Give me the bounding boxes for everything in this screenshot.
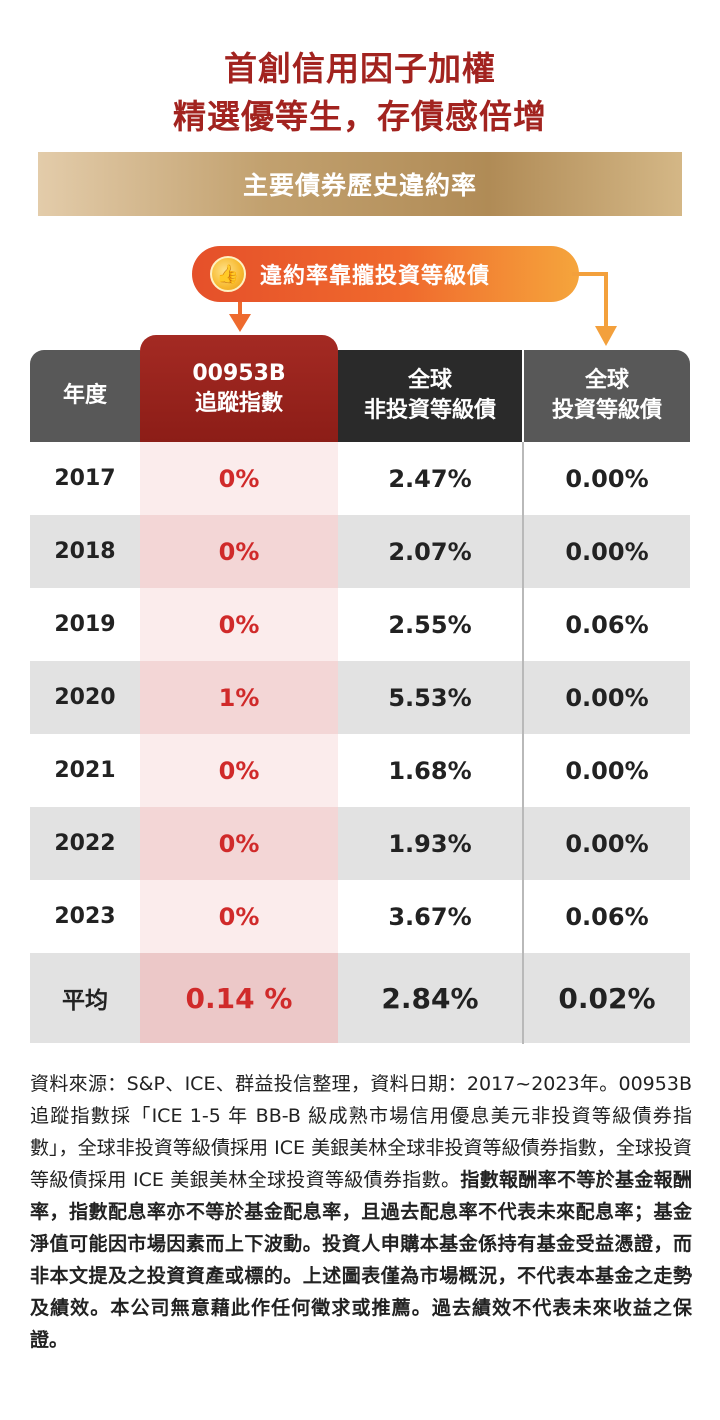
arrow-to-fund-line: [238, 302, 242, 316]
cell-year: 2018: [54, 539, 116, 564]
arrow-down-icon: [229, 314, 251, 332]
callout-pill: 👍 違約率靠攏投資等級債: [192, 246, 579, 302]
cell-year: 2020: [54, 685, 116, 710]
header-global-ig: 全球 投資等級債: [524, 350, 690, 442]
cell-fund: 0%: [218, 902, 260, 931]
cell-fund: 0%: [218, 537, 260, 566]
cell-non-ig: 5.53%: [388, 683, 472, 712]
cell-fund: 0.14 %: [185, 981, 293, 1015]
header-global-non-ig: 全球 非投資等級債: [338, 350, 522, 442]
column-divider: [522, 442, 524, 1044]
callout-text: 違約率靠攏投資等級債: [260, 264, 491, 289]
header-year: 年度: [30, 350, 140, 442]
arrow-down-icon: [595, 326, 617, 346]
cell-ig: 0.02%: [558, 981, 656, 1015]
subtitle-text: 主要債券歷史違約率: [242, 171, 477, 200]
cell-ig: 0.06%: [565, 902, 649, 931]
footnote-disclaimer: 指數報酬率不等於基金報酬率，指數配息率亦不等於基金配息率，且過去配息率不代表未來…: [30, 1169, 692, 1351]
table-row: 2019 0% 2.55% 0.06%: [30, 588, 690, 661]
arrow-to-ig-line-h: [572, 272, 608, 276]
table-row: 2018 0% 2.07% 0.00%: [30, 515, 690, 588]
cell-non-ig: 2.07%: [388, 537, 472, 566]
disclaimer-footnote: 資料來源：S&P、ICE、群益投信整理，資料日期：2017~2023年。0095…: [30, 1068, 692, 1356]
cell-non-ig: 3.67%: [388, 902, 472, 931]
cell-fund: 0%: [218, 464, 260, 493]
cell-average-label: 平均: [62, 988, 108, 1014]
cell-year: 2022: [54, 831, 116, 856]
table-row-average: 平均 0.14 % 2.84% 0.02%: [30, 953, 690, 1043]
cell-fund: 0%: [218, 756, 260, 785]
header-fund-index: 00953B 追蹤指數: [140, 335, 338, 442]
subtitle-banner: 主要債券歷史違約率: [38, 152, 682, 216]
cell-non-ig: 2.84%: [381, 981, 479, 1015]
cell-year: 2017: [54, 466, 116, 491]
cell-year: 2021: [54, 758, 116, 783]
cell-ig: 0.00%: [565, 683, 649, 712]
table-row: 2023 0% 3.67% 0.06%: [30, 880, 690, 953]
cell-fund: 1%: [218, 683, 260, 712]
cell-fund: 0%: [218, 610, 260, 639]
table-row: 2021 0% 1.68% 0.00%: [30, 734, 690, 807]
thumbs-up-medal-icon: 👍: [210, 256, 246, 292]
page-title-line-1: 首創信用因子加權: [224, 49, 496, 88]
cell-ig: 0.00%: [565, 756, 649, 785]
table-row: 2017 0% 2.47% 0.00%: [30, 442, 690, 515]
cell-ig: 0.00%: [565, 537, 649, 566]
cell-non-ig: 2.47%: [388, 464, 472, 493]
footnote-source: 資料來源：S&P、ICE、群益投信整理，資料日期：2017~2023年。0095…: [30, 1073, 692, 1191]
cell-ig: 0.06%: [565, 610, 649, 639]
cell-year: 2019: [54, 612, 116, 637]
cell-non-ig: 1.93%: [388, 829, 472, 858]
cell-ig: 0.00%: [565, 464, 649, 493]
page-title-line-2: 精選優等生，存債感倍增: [173, 97, 547, 136]
arrow-to-ig-line-v: [604, 272, 608, 330]
table-row: 2020 1% 5.53% 0.00%: [30, 661, 690, 734]
table-row: 2022 0% 1.93% 0.00%: [30, 807, 690, 880]
cell-non-ig: 1.68%: [388, 756, 472, 785]
cell-fund: 0%: [218, 829, 260, 858]
cell-non-ig: 2.55%: [388, 610, 472, 639]
cell-year: 2023: [54, 904, 116, 929]
cell-ig: 0.00%: [565, 829, 649, 858]
